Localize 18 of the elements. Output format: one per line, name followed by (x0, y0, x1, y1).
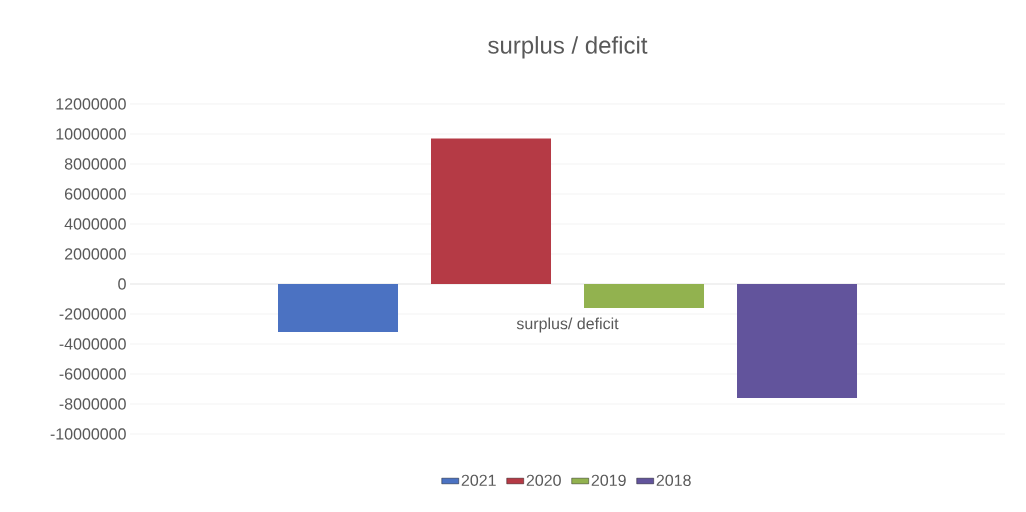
y-tick-label: -10000000 (50, 428, 126, 440)
legend-label: 2019 (591, 474, 626, 486)
y-tick-label: 8000000 (64, 158, 126, 170)
y-tick-label: -2000000 (59, 308, 126, 320)
y-tick-label: -6000000 (59, 368, 126, 380)
y-tick-label: 2000000 (65, 248, 126, 260)
y-tick-label: 10000000 (56, 128, 126, 140)
y-tick-label: -8000000 (59, 398, 126, 410)
y-tick-label: 4000000 (64, 218, 126, 230)
y-tick-label: -4000000 (59, 338, 126, 350)
legend-label: 2020 (526, 474, 561, 486)
legend-label: 2021 (461, 474, 496, 486)
y-tick-label: 6000000 (65, 188, 126, 200)
chart-title: surplus / deficit (488, 36, 648, 59)
y-tick-label: 12000000 (56, 98, 126, 110)
legend-label: 2018 (656, 474, 691, 486)
x-tick-label: surplus/ deficit (516, 317, 619, 333)
y-tick-label: 0 (118, 278, 126, 290)
